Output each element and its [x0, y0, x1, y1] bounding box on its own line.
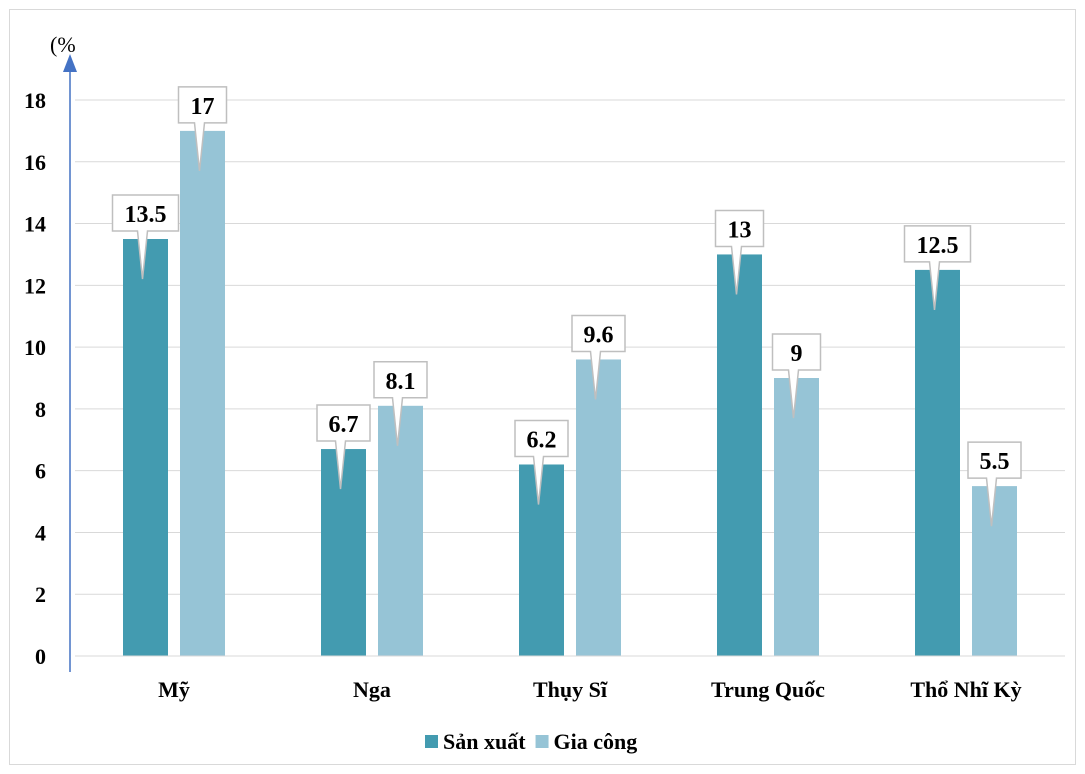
y-tick-label: 4	[35, 520, 46, 545]
bar	[576, 359, 621, 656]
bar	[717, 254, 762, 656]
y-axis: (% 0 2 4 6 8 10 12 14 16 18	[24, 32, 77, 672]
bar	[519, 464, 564, 656]
data-label-callout	[111, 194, 180, 280]
y-tick-label: 10	[24, 335, 46, 360]
bar	[774, 378, 819, 656]
bar	[321, 449, 366, 656]
x-tick-label: Thổ Nhĩ Kỳ	[910, 677, 1021, 702]
y-axis-unit-label: (%	[50, 32, 76, 57]
x-tick-label: Trung Quốc	[711, 677, 825, 702]
data-label-callout	[514, 419, 569, 505]
bars	[123, 130, 1017, 656]
y-tick-label: 6	[35, 459, 46, 484]
legend-swatch	[425, 735, 438, 748]
data-label: 9.6	[584, 322, 614, 348]
x-tick-label: Mỹ	[158, 677, 190, 702]
y-tick-label: 16	[24, 150, 46, 175]
bar	[123, 239, 168, 656]
y-tick-label: 18	[24, 88, 46, 113]
x-tick-label: Nga	[353, 677, 391, 702]
data-label-callout	[373, 361, 428, 446]
data-label-callout	[714, 209, 765, 295]
y-tick-label: 8	[35, 397, 46, 422]
data-label: 13.5	[125, 202, 167, 228]
y-tick-label: 0	[35, 644, 46, 669]
bar	[972, 486, 1017, 656]
data-label-callout	[771, 333, 822, 419]
y-axis-arrow-icon	[63, 54, 77, 72]
data-label-callout	[903, 225, 972, 310]
legend: Sản xuất Gia công	[425, 729, 637, 754]
data-label: 6.7	[329, 412, 359, 438]
y-tick-label: 14	[24, 212, 46, 237]
bar	[378, 405, 423, 656]
legend-label: Sản xuất	[443, 729, 526, 754]
data-label: 5.5	[980, 449, 1010, 475]
bar	[180, 130, 225, 656]
bar	[915, 269, 960, 656]
data-label-callout	[571, 314, 626, 400]
y-tick-label: 12	[24, 273, 46, 298]
data-label: 6.2	[527, 427, 557, 453]
legend-label: Gia công	[554, 729, 638, 754]
y-tick-label: 2	[35, 582, 46, 607]
data-label-callout	[967, 441, 1022, 527]
data-label-callout	[316, 404, 371, 490]
x-tick-label: Thụy Sĩ	[533, 677, 608, 702]
data-labels: 13.5 17 6.7 8.1 6.2 9.6 13 9 12.5 5.5	[111, 86, 1022, 527]
data-label: 17	[191, 94, 215, 120]
legend-swatch	[535, 735, 549, 748]
data-label: 13	[728, 217, 752, 243]
data-label-callout	[177, 86, 228, 171]
data-label: 8.1	[386, 369, 416, 395]
data-label: 12.5	[917, 233, 959, 259]
x-axis: Mỹ Nga Thụy Sĩ Trung Quốc Thổ Nhĩ Kỳ	[75, 655, 1065, 702]
chart-frame	[9, 9, 1076, 765]
data-label: 9	[791, 341, 803, 367]
